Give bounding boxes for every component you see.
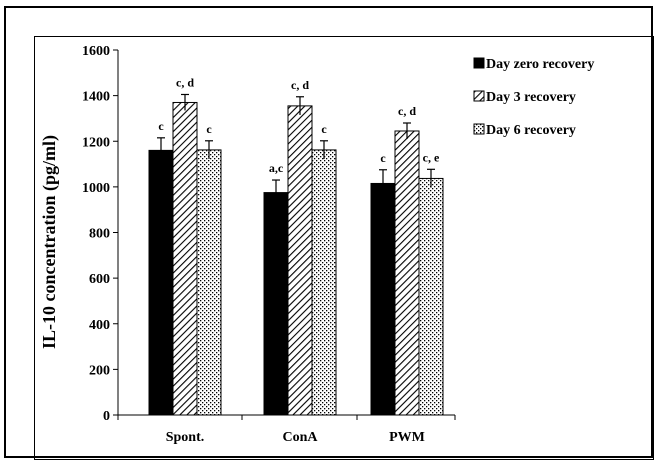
y-tick-label: 200 <box>89 363 110 378</box>
y-tick-label: 1200 <box>82 135 110 150</box>
y-tick-label: 0 <box>103 409 110 424</box>
legend-swatch <box>473 57 485 69</box>
significance-label: c <box>380 151 386 165</box>
significance-label: c, d <box>291 78 309 92</box>
x-tick-label: Spont. <box>166 430 205 445</box>
bar <box>196 149 222 416</box>
legend-swatch <box>473 90 485 102</box>
y-tick-label: 400 <box>89 318 110 333</box>
legend-label: Day 6 recovery <box>486 123 576 138</box>
significance-label: c <box>206 122 212 136</box>
axes: 0 200 400 600 800 1000 1200 1400 1600 Spont. ConA P… <box>82 44 456 445</box>
significance-label: c <box>158 119 164 133</box>
legend-swatch <box>473 123 485 135</box>
x-tick-label: ConA <box>282 430 318 445</box>
bar <box>172 101 198 416</box>
x-tick-label: PWM <box>389 430 425 445</box>
bar <box>311 149 337 416</box>
bar <box>418 177 444 416</box>
y-axis-title: IL-10 concentration (pg/ml) <box>39 135 60 349</box>
chart-plot-border <box>34 36 654 460</box>
legend-label: Day zero recovery <box>486 57 594 72</box>
bar <box>370 182 396 416</box>
significance-label: c, d <box>176 75 194 89</box>
bar <box>394 130 420 416</box>
significance-label: a,c <box>269 161 284 175</box>
y-tick-label: 1400 <box>82 90 110 105</box>
y-tick-label: 1000 <box>82 181 110 196</box>
y-tick-label: 1600 <box>82 44 110 59</box>
significance-label: c <box>321 122 327 136</box>
significance-label: c, e <box>423 150 440 164</box>
bar <box>263 192 289 416</box>
significance-label: c, d <box>398 104 416 118</box>
bar <box>148 149 174 416</box>
y-tick-label: 800 <box>89 227 110 242</box>
legend: Day zero recovery Day 3 recovery Day 6 rec… <box>473 57 594 138</box>
y-tick-label: 600 <box>89 272 110 287</box>
bar-group: c c, d c a,c c, d c c c, d c, e <box>148 75 444 416</box>
bar <box>287 105 313 416</box>
legend-label: Day 3 recovery <box>486 90 576 105</box>
